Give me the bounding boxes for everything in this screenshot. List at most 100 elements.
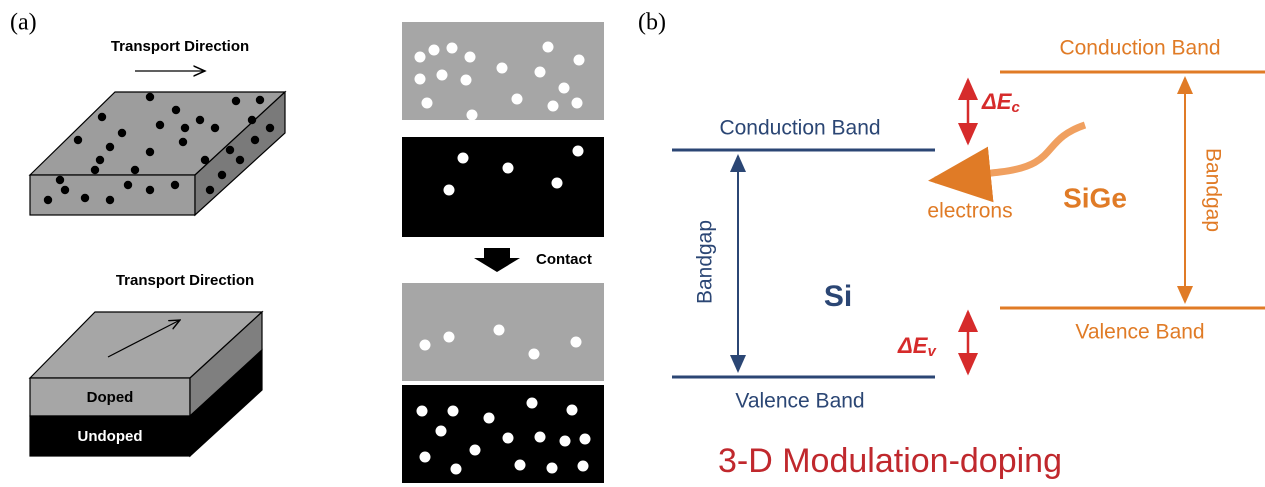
doped-label: Doped	[87, 389, 134, 406]
bandgap-label: Bandgap	[1201, 148, 1224, 232]
bandgap-label: Bandgap	[694, 220, 717, 304]
delta-sub: v	[927, 343, 937, 360]
dopant-dot	[484, 413, 495, 424]
dopant-dot	[458, 153, 469, 164]
dopant-dot	[81, 194, 88, 201]
dopant-dot	[420, 340, 431, 351]
dopant-dot	[181, 124, 188, 131]
material-label: Si	[824, 280, 852, 313]
dopant-dot	[56, 176, 63, 183]
dopant-dot	[61, 186, 68, 193]
dopant-dot	[251, 136, 258, 143]
dopant-dot	[560, 436, 571, 447]
dopant-dot	[96, 156, 103, 163]
dopant-dot	[266, 124, 273, 131]
dopant-dot	[420, 452, 431, 463]
dopant-dot	[201, 156, 208, 163]
dopant-dot	[503, 433, 514, 444]
dopant-dot	[580, 434, 591, 445]
dopant-dot	[171, 181, 178, 188]
electron-arrow	[935, 125, 1085, 180]
dopant-dot	[429, 45, 440, 56]
dopant-dot	[503, 163, 514, 174]
dopant-dot	[146, 186, 153, 193]
dopant-dot	[543, 42, 554, 53]
dopant-dot	[211, 124, 218, 131]
caption: 3-D Modulation-doping	[718, 442, 1062, 480]
dopant-dot	[444, 185, 455, 196]
dopant-dot	[470, 445, 481, 456]
dopant-dot	[91, 166, 98, 173]
dopant-dot	[226, 146, 233, 153]
dopant-dot	[124, 181, 131, 188]
doped-slab	[30, 92, 285, 215]
delta-sub: c	[1011, 99, 1020, 116]
contact-arrow	[474, 248, 520, 272]
electrons-label: electrons	[927, 200, 1012, 223]
dopant-dot	[98, 113, 105, 120]
dopant-dot	[415, 52, 426, 63]
dopant-dot	[535, 67, 546, 78]
dopant-dot	[232, 97, 239, 104]
dopant-dot	[527, 398, 538, 409]
delta-ec: ΔEc	[981, 89, 1020, 116]
delta-main: ΔE	[981, 89, 1013, 114]
dopant-dot	[436, 426, 447, 437]
dopant-dot	[256, 96, 263, 103]
dopant-dot	[172, 106, 179, 113]
dopant-dot	[236, 156, 243, 163]
dopant-dot	[444, 332, 455, 343]
dopant-dot	[535, 432, 546, 443]
dopant-dot	[572, 98, 583, 109]
material-label: SiGe	[1063, 182, 1127, 213]
panel-label: (b)	[638, 10, 666, 36]
dopant-dot	[548, 101, 559, 112]
dopant-dot	[179, 138, 186, 145]
dopant-dot	[131, 166, 138, 173]
panel-label: (a)	[10, 10, 37, 36]
dopant-dot	[248, 116, 255, 123]
dopant-dot	[559, 83, 570, 94]
direction-label: Transport Direction	[111, 38, 249, 55]
dopant-dot	[206, 186, 213, 193]
dopant-dot	[567, 405, 578, 416]
dopant-dot	[415, 74, 426, 85]
dopant-dot	[451, 464, 462, 475]
dopant-dot	[552, 178, 563, 189]
dopant-dot	[578, 461, 589, 472]
dopant-dot	[417, 406, 428, 417]
dopant-dot	[44, 196, 51, 203]
dopant-dot	[437, 70, 448, 81]
dopant-dot	[74, 136, 81, 143]
dopant-dot	[447, 43, 458, 54]
dopant-dot	[512, 94, 523, 105]
dopant-dot	[547, 463, 558, 474]
dopant-dot	[494, 325, 505, 336]
band-label: Valence Band	[1075, 321, 1204, 344]
dopant-dot	[106, 143, 113, 150]
dopant-dot	[465, 52, 476, 63]
dopant-dot	[422, 98, 433, 109]
dopant-dot	[515, 460, 526, 471]
delta-ev: ΔEv	[897, 333, 937, 360]
dopant-dot	[156, 121, 163, 128]
dopant-dot	[573, 146, 584, 157]
dopant-dot	[106, 196, 113, 203]
figure: (a) Transport Direction Transport Direct…	[0, 0, 1265, 487]
dopant-dot	[146, 93, 153, 100]
dopant-dot	[497, 63, 508, 74]
delta-main: ΔE	[897, 333, 929, 358]
undoped-label: Undoped	[78, 428, 143, 445]
dopant-dot	[218, 171, 225, 178]
dopant-dot	[146, 148, 153, 155]
dopant-dot	[574, 55, 585, 66]
layered-slab	[30, 312, 262, 456]
band-label: Conduction Band	[1059, 37, 1220, 60]
direction-label: Transport Direction	[116, 272, 254, 289]
dopant-dot	[118, 129, 125, 136]
band-label: Conduction Band	[719, 117, 880, 140]
dopant-dot	[196, 116, 203, 123]
contact-label: Contact	[536, 251, 592, 268]
slab-front	[30, 175, 195, 215]
dopant-dot	[529, 349, 540, 360]
